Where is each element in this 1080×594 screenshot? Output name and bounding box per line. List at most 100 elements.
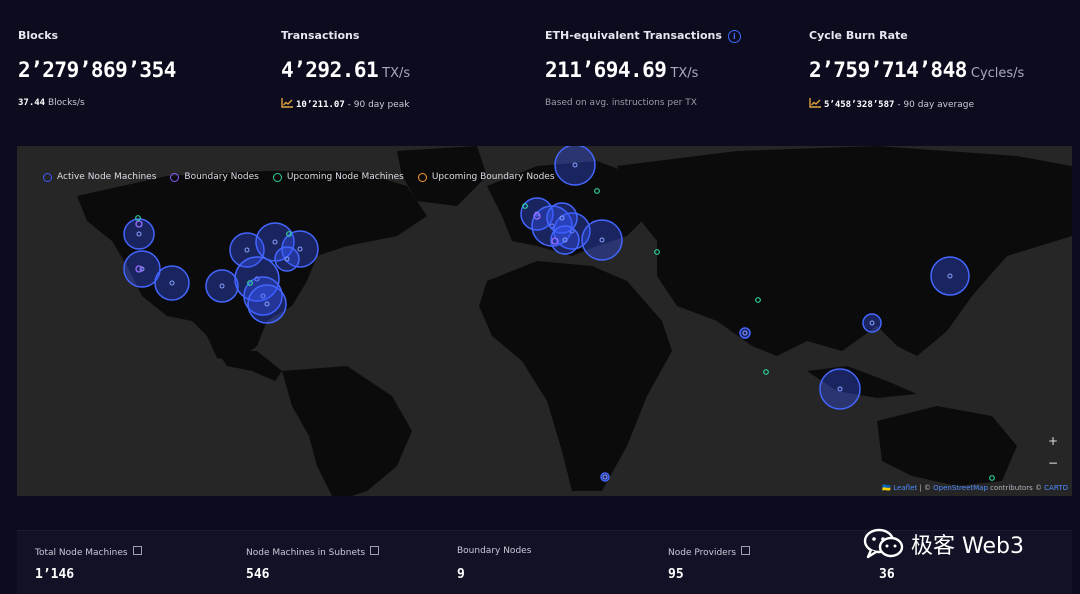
summary-label-text: Boundary Nodes (457, 546, 532, 556)
summary-label-text: Total Node Machines (35, 548, 128, 558)
summary-label: Node Providers (668, 546, 751, 558)
stat-number: 2’279’869’354 (18, 58, 176, 82)
openstreetmap-link[interactable]: OpenStreetMap (933, 484, 988, 492)
stat-unit: TX/s (670, 66, 699, 81)
legend-item-boundary-nodes: Boundary Nodes (170, 172, 259, 182)
active-node-marker[interactable] (600, 472, 610, 482)
active-node-marker[interactable] (554, 146, 596, 186)
stat-sub-value: 10’211.07 (296, 100, 345, 110)
summary-value: 95 (668, 567, 684, 582)
legend-item-upcoming-boundary-nodes: Upcoming Boundary Nodes (417, 172, 555, 182)
world-map-svg (17, 146, 1072, 496)
info-icon[interactable]: i (727, 30, 741, 43)
stat-sub-text: - 90 day peak (347, 100, 410, 110)
wechat-logo-icon (863, 528, 904, 559)
stat-value: 2’279’869’354 (18, 58, 176, 82)
stat-sub: 37.44 Blocks/s (18, 98, 85, 108)
active-node-marker[interactable] (862, 313, 882, 333)
active-node-marker[interactable] (205, 269, 239, 303)
stat-sub: 10’211.07 - 90 day peak (281, 98, 409, 110)
active-node-marker[interactable] (819, 368, 861, 410)
legend-dot-icon (272, 172, 282, 182)
boundary-node-marker[interactable] (533, 212, 541, 220)
legend-dot-icon (417, 172, 427, 182)
upcoming-node-marker[interactable] (522, 203, 528, 209)
stat-sub-text: - 90 day average (897, 100, 975, 110)
legend-item-active-nodes: Active Node Machines (43, 172, 156, 182)
legend-label: Upcoming Node Machines (286, 172, 404, 182)
active-node-center (244, 247, 250, 253)
carto-link[interactable]: CARTO (1044, 484, 1068, 492)
active-node-marker[interactable] (154, 265, 190, 301)
active-node-marker[interactable] (930, 256, 970, 296)
active-node-marker[interactable] (281, 230, 319, 268)
leaflet-link[interactable]: Leaflet (893, 484, 918, 492)
active-node-center (562, 237, 568, 243)
active-node-marker[interactable] (550, 225, 580, 255)
watermark-text: 极客 Web3 (911, 534, 1024, 559)
active-node-marker[interactable] (546, 202, 578, 234)
ukraine-flag-icon: 🇺🇦 (882, 484, 892, 492)
boundary-node-marker[interactable] (135, 220, 143, 228)
watermark: 极客 Web3 (863, 527, 1024, 561)
stat-label: Blocks (18, 29, 59, 42)
stat-sub-text: Blocks/s (47, 98, 85, 108)
zoom-in-button[interactable]: + (1047, 434, 1059, 448)
active-node-marker[interactable] (234, 256, 280, 302)
stat-unit: TX/s (382, 66, 411, 81)
upcoming-node-marker[interactable] (594, 188, 600, 194)
summary-label: Total Node Machines (35, 546, 142, 558)
active-node-center (260, 293, 266, 299)
active-node-center (602, 474, 608, 480)
active-node-center (837, 386, 843, 392)
stat-sub-value: 37.44 (18, 98, 46, 108)
attribution-separator: | © (917, 484, 934, 492)
external-link-icon[interactable] (370, 546, 380, 555)
active-node-marker[interactable] (520, 197, 554, 231)
active-node-marker[interactable] (274, 246, 300, 272)
stat-label-text: ETH-equivalent Transactions (545, 29, 722, 42)
trend-chart-icon (809, 98, 821, 108)
europe-landmass (487, 161, 657, 256)
south-america-landmass (282, 366, 412, 496)
legend-item-upcoming-nodes: Upcoming Node Machines (272, 172, 404, 182)
active-node-marker[interactable] (739, 327, 751, 339)
summary-label: Node Machines in Subnets (246, 546, 380, 558)
stat-number: 4’292.61 (281, 58, 379, 82)
upcoming-node-marker[interactable] (135, 215, 141, 221)
active-node-center (264, 301, 270, 307)
stat-label: ETH-equivalent Transactions i (545, 29, 741, 43)
active-node-marker[interactable] (123, 218, 155, 250)
stat-sub: 5’458’328’587 - 90 day average (809, 98, 974, 110)
external-link-icon[interactable] (741, 546, 751, 555)
stat-number: 211’694.69 (545, 58, 667, 82)
stat-sub-value: 5’458’328’587 (824, 100, 895, 110)
upcoming-node-marker[interactable] (247, 280, 253, 286)
stat-label: Transactions (281, 29, 360, 42)
australia-landmass (877, 406, 1017, 486)
external-link-icon[interactable] (132, 546, 142, 555)
upcoming-node-marker[interactable] (763, 369, 769, 375)
stat-value: 211’694.69 TX/s (545, 58, 698, 82)
legend-label: Active Node Machines (57, 172, 157, 182)
node-map[interactable]: Active Node Machines Boundary Nodes Upco… (17, 146, 1072, 496)
active-node-marker[interactable] (247, 284, 287, 324)
indonesia-landmass (807, 366, 917, 398)
legend-dot-icon (170, 172, 180, 182)
active-node-center (559, 215, 565, 221)
greenland-landmass (397, 146, 487, 206)
active-node-marker[interactable] (581, 219, 623, 261)
boundary-node-marker[interactable] (551, 237, 559, 245)
stat-value: 2’759’714’848 Cycles/s (809, 58, 1024, 82)
africa-landmass (479, 261, 672, 491)
upcoming-node-marker[interactable] (989, 475, 995, 481)
upcoming-node-marker[interactable] (755, 297, 761, 303)
trend-chart-icon (281, 98, 293, 108)
boundary-node-marker[interactable] (135, 265, 143, 273)
attribution-contributors: contributors © (987, 484, 1045, 492)
upcoming-node-marker[interactable] (286, 231, 292, 237)
zoom-out-button[interactable]: − (1047, 456, 1059, 470)
active-node-center (297, 246, 303, 252)
upcoming-node-marker[interactable] (654, 249, 660, 255)
asia-landmass (617, 146, 1072, 356)
